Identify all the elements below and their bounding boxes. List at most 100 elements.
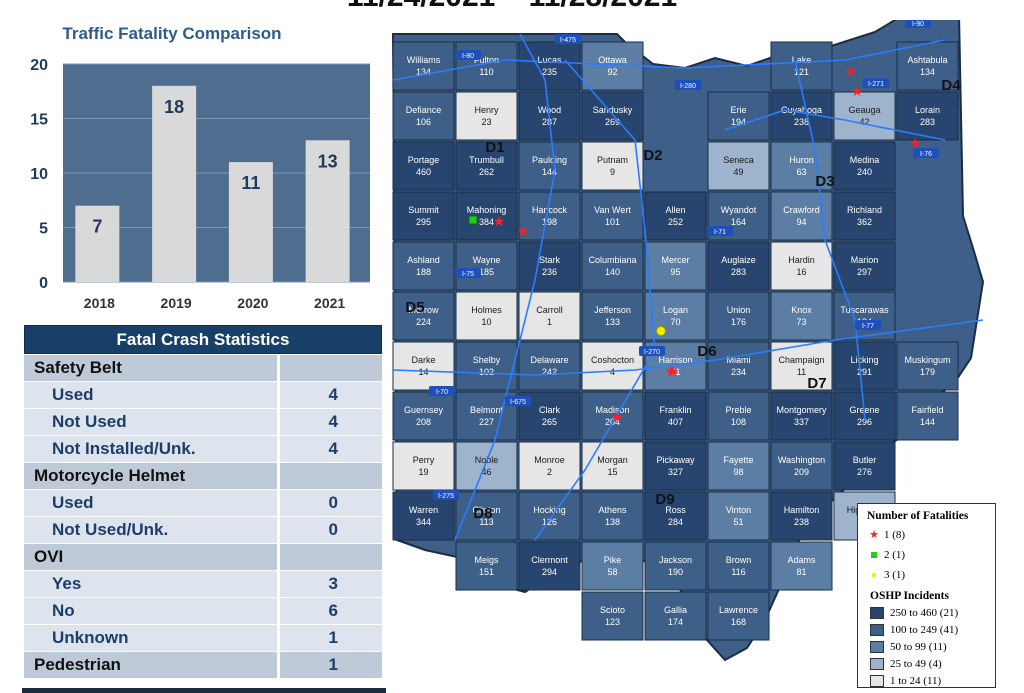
county-meigs — [455, 541, 518, 591]
county-clinton — [455, 491, 518, 541]
county-name: Allen — [665, 205, 685, 215]
stats-row-label: Yes — [24, 571, 277, 597]
fatality-star-icon: ★ — [517, 223, 530, 239]
stats-row: OVI — [24, 544, 382, 570]
county-name: Cuyahoga — [781, 105, 822, 115]
county-count: 15 — [607, 467, 617, 477]
stats-row: Not Used 4 — [24, 409, 382, 435]
county-count: 269 — [605, 117, 620, 127]
county-allen — [644, 191, 707, 241]
county-count: 101 — [605, 217, 620, 227]
county-count: 51 — [733, 517, 743, 527]
county-name: Wood — [538, 105, 561, 115]
county-name: Vinton — [726, 505, 751, 515]
county-count: 176 — [731, 317, 746, 327]
county-name: Delaware — [530, 355, 568, 365]
county-count: 58 — [607, 567, 617, 577]
county-name: Champaign — [778, 355, 824, 365]
county-name: Ottawa — [598, 55, 627, 65]
highway-label: I-70 — [436, 389, 448, 396]
county-name: Washington — [778, 455, 825, 465]
district-label: D7 — [807, 375, 826, 392]
county-washington — [770, 441, 833, 491]
county-name: Miami — [727, 355, 751, 365]
county-franklin — [644, 391, 707, 441]
county-count: 284 — [668, 517, 683, 527]
bar-value-label: 13 — [318, 151, 338, 171]
county-name: Lawrence — [719, 605, 758, 615]
county-count: 283 — [731, 267, 746, 277]
stats-row: No 6 — [24, 598, 382, 624]
county-count: 126 — [542, 517, 557, 527]
county-athens — [581, 491, 644, 541]
county-name: Geauga — [848, 105, 880, 115]
highway-shield-icon — [639, 346, 665, 356]
county-name: Warren — [409, 505, 438, 515]
legend-swatch — [870, 658, 884, 671]
county-name: Summit — [408, 205, 439, 215]
county-count: 133 — [605, 317, 620, 327]
stats-row-label: Unknown — [24, 625, 277, 651]
county-medina — [833, 141, 896, 191]
county-name: Holmes — [471, 305, 502, 315]
county-brown — [707, 541, 770, 591]
county-count: 238 — [794, 117, 809, 127]
highway-shield-icon — [429, 386, 455, 396]
stats-row-value: 3 — [280, 571, 382, 597]
county-count: 295 — [416, 217, 431, 227]
county-count: 81 — [796, 567, 806, 577]
county-name: Medina — [850, 155, 880, 165]
stats-row-value: 4 — [280, 409, 382, 435]
legend-incident-item: 25 to 49 (4) — [858, 655, 995, 672]
county-count: 227 — [479, 417, 494, 427]
stats-row: Motorcycle Helmet — [24, 463, 382, 489]
county-name: Franklin — [659, 405, 691, 415]
county-ashland — [392, 241, 455, 291]
county-perry — [392, 441, 455, 491]
county-adams — [770, 541, 833, 591]
fatality-star-icon: ★ — [851, 83, 864, 99]
county-vinton — [707, 491, 770, 541]
county-monroe — [518, 441, 581, 491]
county-name: Erie — [730, 105, 746, 115]
county-name: Morrow — [408, 305, 439, 315]
highway-label: I-71 — [714, 229, 726, 236]
county-huron — [770, 141, 833, 191]
highway-route — [794, 59, 866, 421]
county-name: Seneca — [723, 155, 754, 165]
highway-label: I-271 — [868, 81, 884, 88]
county-count: 70 — [670, 317, 680, 327]
x-tick-label: 2020 — [237, 295, 268, 311]
legend-swatch — [870, 675, 884, 688]
legend-symbol-icon: ● — [870, 569, 878, 581]
county-count: 265 — [542, 417, 557, 427]
county-madison — [581, 391, 644, 441]
county-name: Sandusky — [593, 105, 633, 115]
legend-fatality-item: 2 (1) — [858, 542, 995, 562]
county-williams — [392, 41, 455, 91]
county-name: Madison — [595, 405, 629, 415]
county-count: 14 — [418, 367, 428, 377]
stats-row: Not Used/Unk. 0 — [24, 517, 382, 543]
stats-row-label: Not Installed/Unk. — [24, 436, 277, 462]
county-summit — [392, 191, 455, 241]
county-count: 252 — [668, 217, 683, 227]
legend-fatality-label: 3 (1) — [884, 569, 906, 581]
county-count: 235 — [542, 67, 557, 77]
county-name: Paulding — [532, 155, 567, 165]
fatality-star-icon: ★ — [845, 63, 858, 79]
highway-shield-icon — [455, 268, 481, 278]
county-count: 1 — [547, 317, 552, 327]
county-count: 179 — [920, 367, 935, 377]
county-clermont — [518, 541, 581, 591]
county-fayette — [707, 441, 770, 491]
bar-2021 — [305, 140, 350, 282]
stats-row-label: Used — [24, 382, 277, 408]
district-label: D1 — [485, 139, 504, 156]
county-guernsey — [392, 391, 455, 441]
highway-shield-icon — [707, 226, 733, 236]
county-name: Wyandot — [721, 205, 757, 215]
highway-route — [392, 39, 946, 81]
county-preble — [707, 391, 770, 441]
x-tick-label: 2021 — [314, 295, 345, 311]
